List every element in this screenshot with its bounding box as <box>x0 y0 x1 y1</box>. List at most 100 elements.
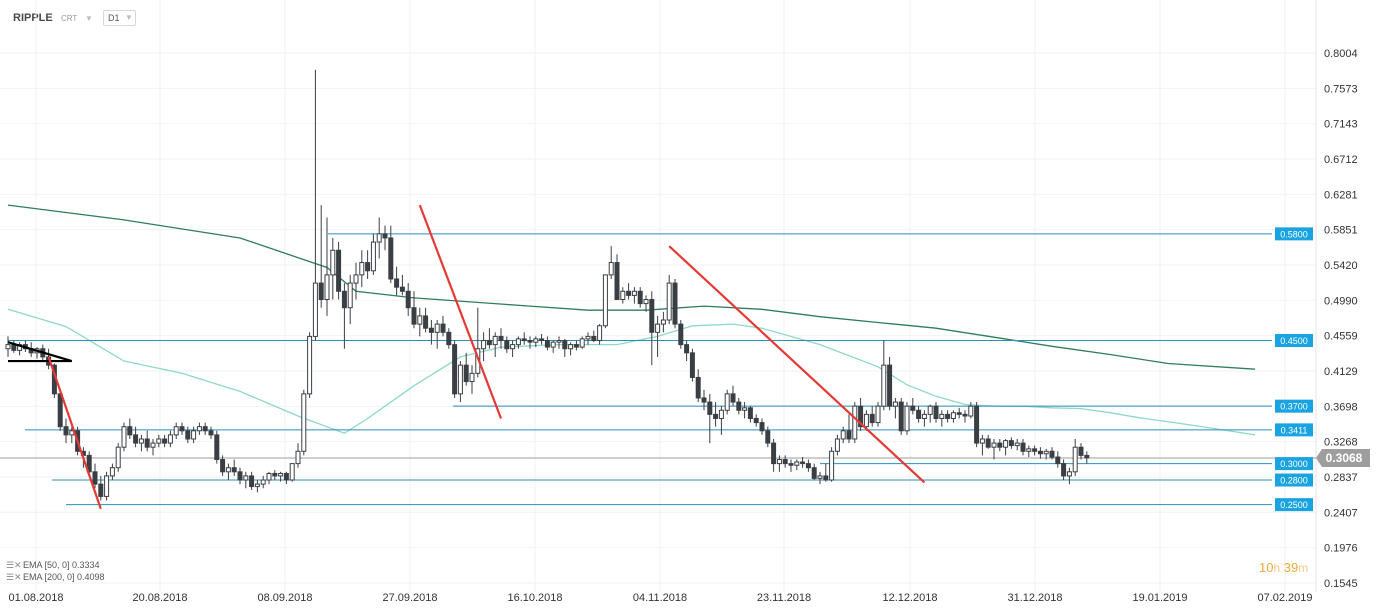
candle-bullish <box>167 434 173 444</box>
level-label: 0.3700 <box>1280 402 1308 412</box>
chart-type-chevron-down-icon[interactable]: ▼ <box>85 14 93 23</box>
candle-bullish <box>492 335 498 346</box>
candle-bullish <box>254 483 260 488</box>
candle-bullish <box>359 262 365 276</box>
chart-type-label[interactable]: CRT <box>61 14 78 23</box>
timeframe-selector[interactable]: D1 ▼ <box>103 10 136 26</box>
candle-bullish <box>301 393 307 452</box>
level-label-box <box>1275 498 1313 512</box>
candle-bearish <box>997 442 1003 448</box>
legend-ema50: ☰✕EMA [50, 0] 0.3334 <box>6 559 105 571</box>
candle-bearish <box>811 467 817 479</box>
candle-bearish <box>887 364 893 407</box>
candle-bullish <box>863 413 869 428</box>
ema-line <box>7 308 1256 436</box>
candle-bearish <box>626 290 632 296</box>
candle-bearish <box>127 426 133 436</box>
candle-bearish <box>649 298 655 333</box>
y-tick-label: 0.5851 <box>1324 225 1358 237</box>
ema200-label: EMA [200, 0] 0.4098 <box>23 572 105 582</box>
indicator-settings-icon[interactable]: ☰ <box>6 572 15 582</box>
candle-bullish <box>597 325 603 342</box>
candle-bullish <box>1043 450 1049 455</box>
candle-bearish <box>672 282 678 325</box>
level-label: 0.2500 <box>1280 500 1308 510</box>
candle-bearish <box>11 344 17 351</box>
candle-bearish <box>388 237 394 280</box>
level-label-box <box>1275 473 1313 487</box>
candle-bearish <box>220 459 226 473</box>
y-tick-label: 0.5420 <box>1324 260 1358 272</box>
candle-bearish <box>1078 446 1084 456</box>
candle-bearish <box>1049 450 1055 458</box>
candle-bullish <box>991 442 997 448</box>
x-tick-label: 01.08.2018 <box>8 592 63 604</box>
candle-bullish <box>469 372 475 383</box>
candle-bearish <box>1061 463 1067 477</box>
candle-bearish <box>162 438 168 444</box>
candle-bullish <box>191 430 197 440</box>
trendline <box>47 356 102 510</box>
candle-bullish <box>829 450 835 481</box>
x-tick-label: 31.12.2018 <box>1007 592 1062 604</box>
candle-bearish <box>336 249 342 292</box>
x-tick-label: 07.02.2019 <box>1257 592 1312 604</box>
current-price-value: 0.3068 <box>1326 451 1363 465</box>
y-tick-label: 0.8004 <box>1324 48 1358 60</box>
y-tick-label: 0.7573 <box>1324 83 1358 95</box>
candle-bullish <box>156 438 162 444</box>
remove-indicator-icon[interactable]: ✕ <box>14 560 22 570</box>
candle-bullish <box>1066 471 1072 477</box>
candle-bearish <box>486 340 492 346</box>
level-label: 0.4500 <box>1280 336 1308 346</box>
candle-bullish <box>324 274 330 300</box>
level-label: 0.3000 <box>1280 459 1308 469</box>
candle-bearish <box>701 397 707 403</box>
candle-bearish <box>463 364 469 383</box>
candle-bullish <box>643 298 649 305</box>
candle-bearish <box>614 262 620 300</box>
candle-bearish <box>249 475 255 488</box>
candle-bearish <box>498 335 504 342</box>
candle-bearish <box>805 463 811 469</box>
candle-bearish <box>910 405 916 411</box>
x-tick-label: 27.09.2018 <box>382 592 437 604</box>
y-tick-label: 0.3268 <box>1324 437 1358 449</box>
candle-bullish <box>742 407 748 411</box>
candle-bearish <box>562 340 568 350</box>
x-tick-label: 19.01.2019 <box>1132 592 1187 604</box>
candle-bearish <box>527 340 533 343</box>
countdown-minutes: 39 <box>1283 560 1299 575</box>
candle-bullish <box>533 338 539 343</box>
candle-bearish <box>63 426 69 436</box>
candle-bearish <box>1037 450 1043 455</box>
remove-indicator-icon[interactable]: ✕ <box>14 572 22 582</box>
candle-bearish <box>765 430 771 444</box>
level-label-box <box>1275 334 1313 348</box>
candle-bearish <box>823 475 829 481</box>
candle-bullish <box>243 475 249 481</box>
candle-bullish <box>307 335 313 395</box>
candle-bullish <box>568 344 574 350</box>
candle-countdown: 10h 39m <box>1259 560 1308 575</box>
candle-bullish <box>173 426 179 436</box>
symbol-label[interactable]: RIPPLE <box>13 12 53 24</box>
indicator-legend: ☰✕EMA [50, 0] 0.3334 ☰✕EMA [200, 0] 0.40… <box>6 559 105 583</box>
candle-bearish <box>678 323 684 346</box>
level-label-box <box>1275 399 1313 413</box>
x-tick-label: 12.12.2018 <box>882 592 937 604</box>
candle-bearish <box>782 459 788 465</box>
candle-bearish <box>736 401 742 411</box>
candle-bearish <box>202 426 208 432</box>
indicator-settings-icon[interactable]: ☰ <box>6 560 15 570</box>
y-tick-label: 0.4990 <box>1324 295 1358 307</box>
candle-bearish <box>272 472 278 477</box>
candle-bullish <box>794 461 800 466</box>
candle-bearish <box>382 233 388 239</box>
y-tick-label: 0.4129 <box>1324 366 1358 378</box>
candle-bullish <box>776 459 782 465</box>
x-tick-label: 23.11.2018 <box>757 592 811 604</box>
candle-bearish <box>985 438 991 448</box>
level-label-box <box>1275 457 1313 471</box>
